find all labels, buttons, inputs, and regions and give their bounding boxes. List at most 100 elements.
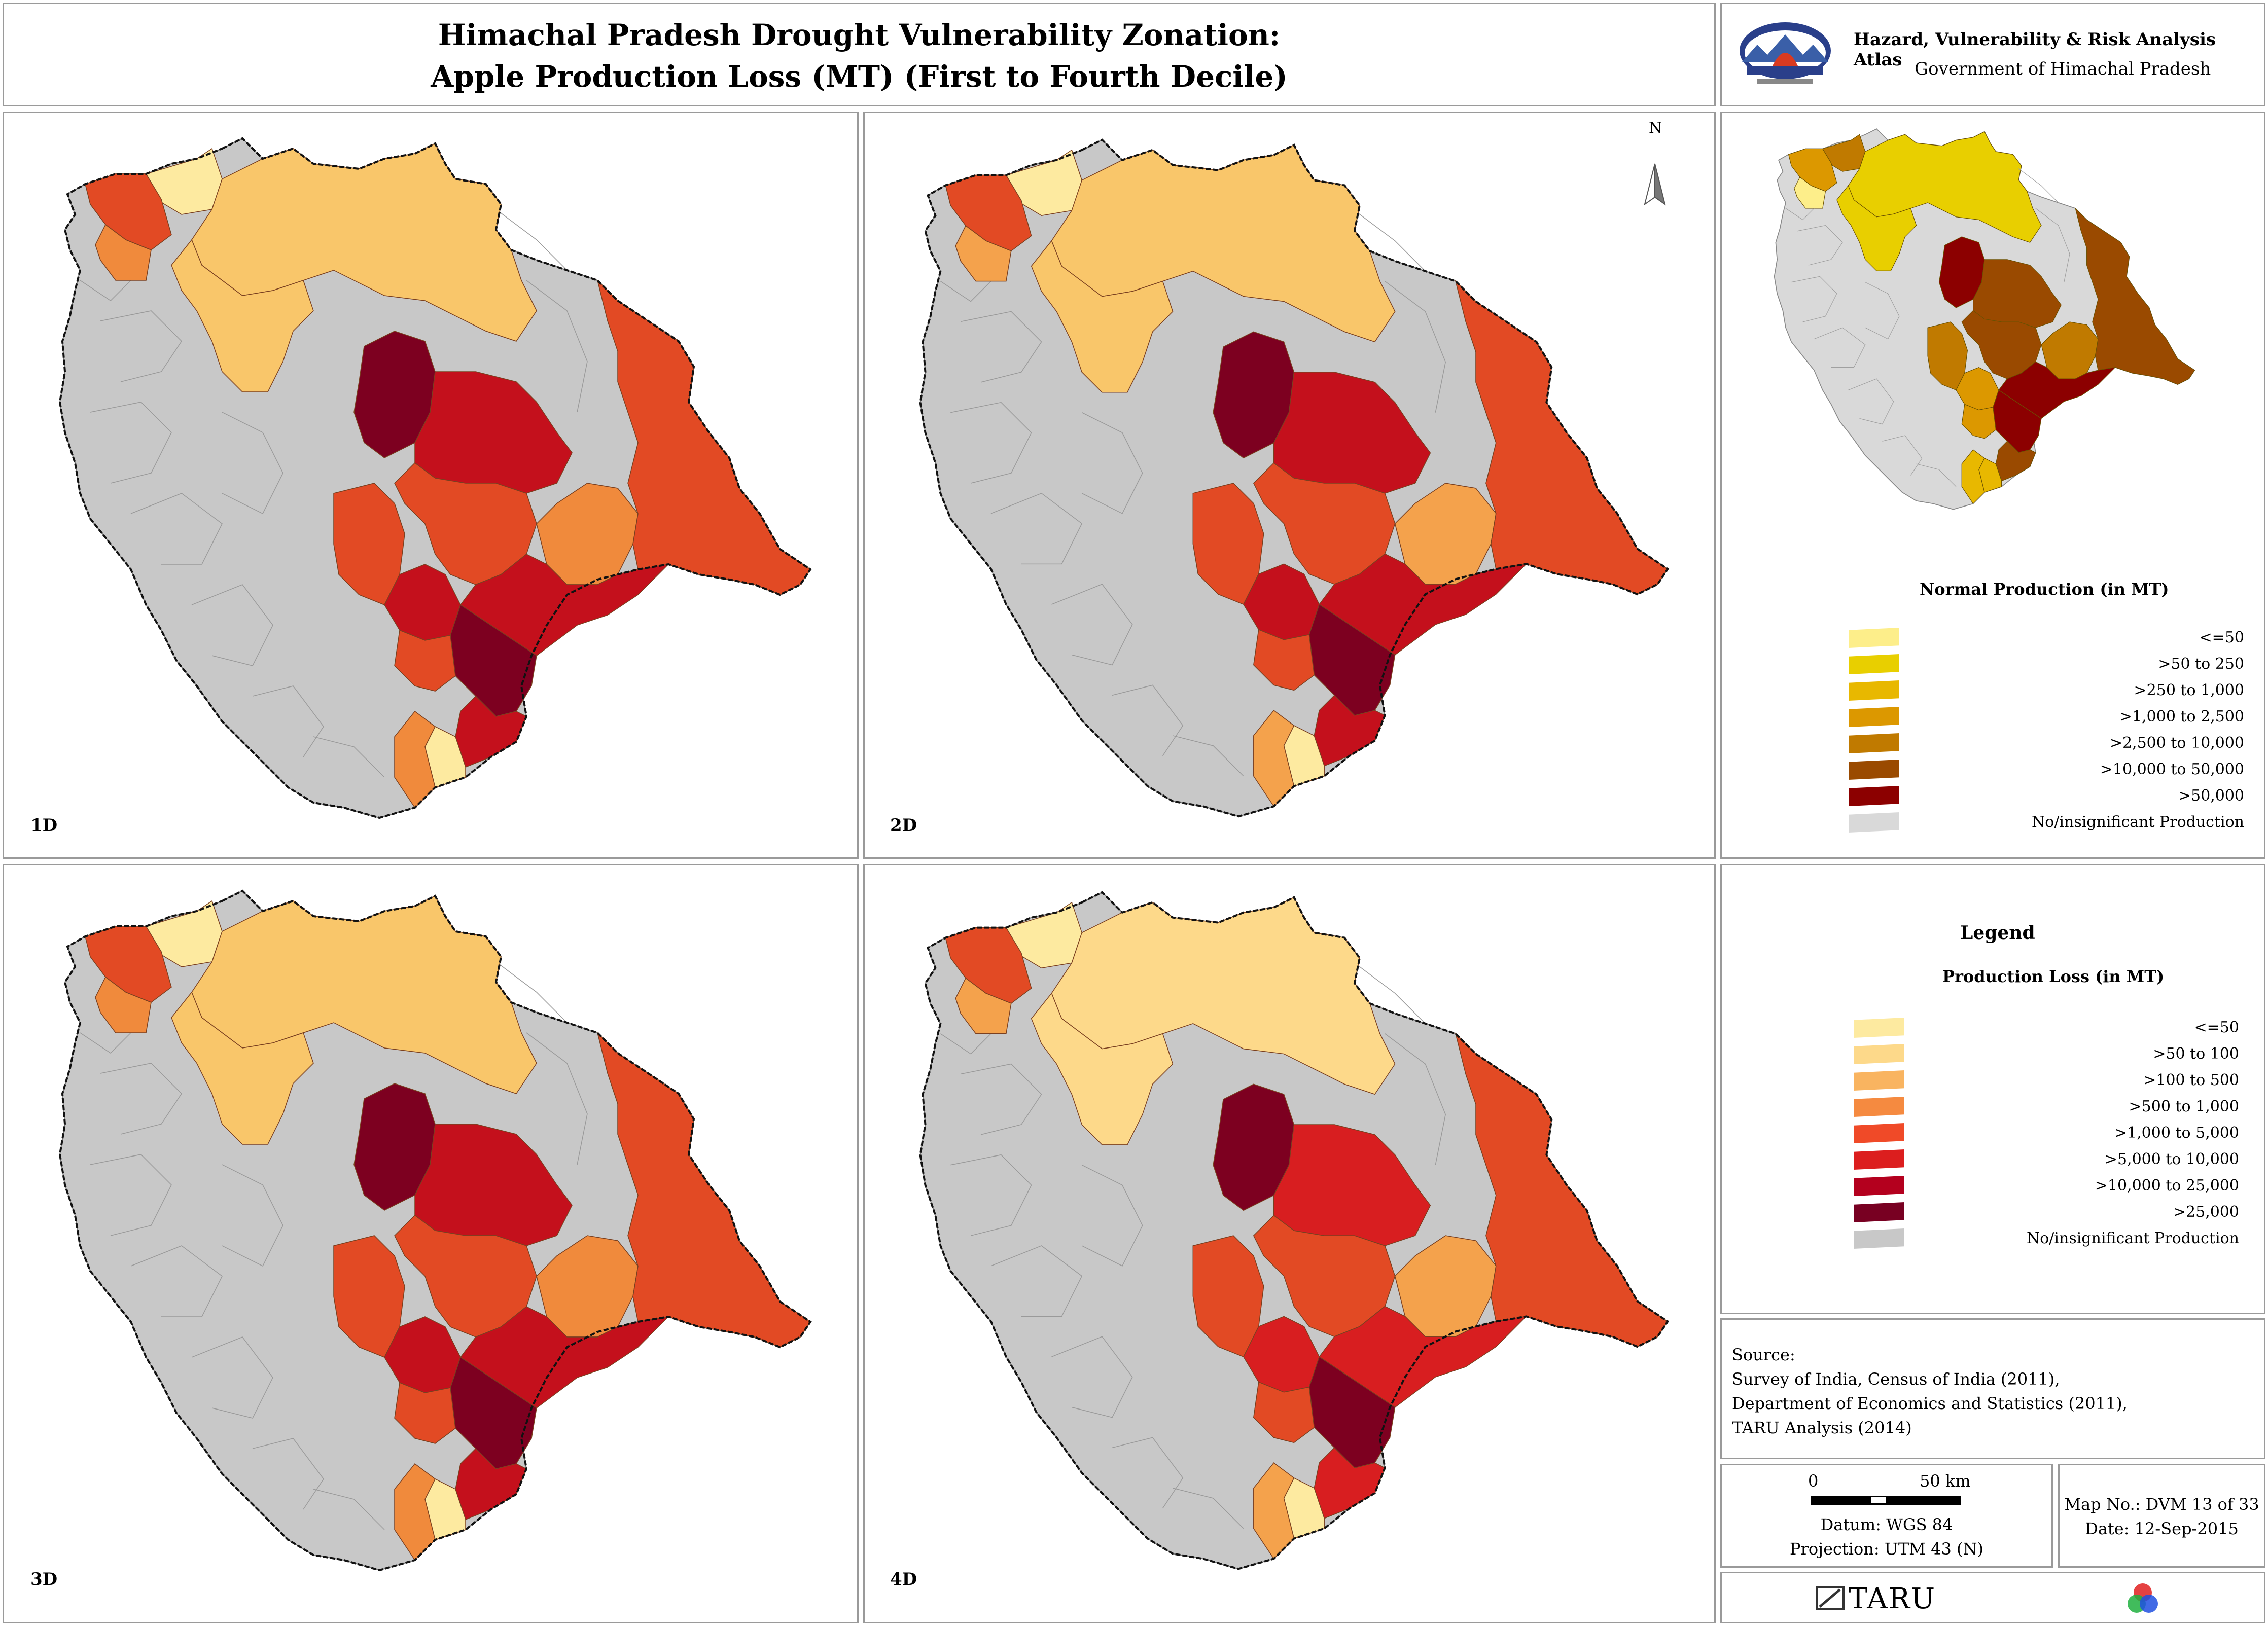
normal-district-region — [1998, 361, 2116, 419]
district-boundary — [526, 280, 588, 413]
legend-label: >500 to 1,000 — [2129, 1098, 2239, 1115]
district-boundary — [495, 209, 568, 271]
district-boundary — [1385, 1033, 1446, 1165]
district-boundary — [950, 402, 1032, 484]
legend-item: >50 to 250 — [1849, 654, 2244, 674]
map-date: Date: 12-Sep-2015 — [2085, 1519, 2239, 1538]
district-boundary — [940, 1033, 991, 1055]
normal-district-region — [1961, 449, 1985, 504]
district-boundary — [1112, 684, 1184, 756]
map-panel-3d: 3D — [3, 864, 859, 1623]
district-boundary — [100, 310, 182, 382]
legend-item: No/insignificant Production — [1849, 812, 2244, 833]
north-label: N — [1649, 119, 1662, 137]
legend-swatch — [1849, 680, 1899, 701]
normal-district-region — [1995, 441, 2036, 482]
district-map-3d — [58, 889, 812, 1572]
hp-government-emblem-icon — [1740, 22, 1831, 84]
district-boundary — [130, 1245, 223, 1317]
district-region — [171, 239, 314, 392]
district-boundary — [961, 1063, 1042, 1135]
map-panel-2d: 2D N — [863, 112, 1716, 859]
district-map-1d — [58, 137, 812, 819]
normal-district-boundary — [1865, 282, 1900, 340]
legend-item: >1,000 to 2,500 — [1849, 707, 2244, 727]
district-boundary — [90, 402, 172, 484]
legend-swatch — [1849, 628, 1899, 648]
legend-label: >100 to 500 — [2143, 1071, 2239, 1089]
legend-swatch — [1849, 707, 1899, 727]
district-boundary — [313, 736, 385, 778]
legend-item: <=50 — [1854, 1018, 2239, 1038]
normal-district-boundary — [1791, 276, 1837, 322]
legend-label: >10,000 to 50,000 — [2100, 761, 2244, 778]
district-region — [394, 1382, 456, 1444]
state-boundary — [919, 891, 1670, 1570]
legend-heading: Legend — [1960, 922, 2035, 944]
scale-panel: 0 50 km Datum: WGS 84 Projection: UTM 43… — [1720, 1464, 2053, 1568]
normal-production-panel: Normal Production (in MT) <=50 >50 to 250… — [1720, 112, 2265, 859]
district-boundary — [1112, 1437, 1184, 1509]
normal-district-boundary — [1848, 378, 1894, 425]
district-boundary — [990, 1245, 1083, 1317]
legend-label: >25,000 — [2173, 1203, 2239, 1221]
district-region — [1253, 1381, 1315, 1443]
district-region — [955, 225, 1012, 282]
normal-district-boundary — [1916, 463, 1957, 487]
legend-label: >50 to 100 — [2153, 1045, 2239, 1063]
district-group — [58, 137, 812, 819]
map-panel-1d: 1D — [3, 112, 859, 859]
north-arrow-icon — [1644, 163, 1666, 206]
district-boundary — [80, 1032, 131, 1054]
decile-label-4d: 4D — [890, 1569, 917, 1589]
footer-panel: TARU — [1720, 1572, 2265, 1623]
government-name: Government of Himachal Pradesh — [1915, 59, 2211, 79]
legend-swatch — [1854, 1202, 1904, 1222]
district-region — [1253, 1462, 1295, 1560]
source-line-1: Survey of India, Census of India (2011), — [1732, 1369, 2060, 1389]
district-region — [394, 629, 456, 692]
legend-item: >5,000 to 10,000 — [1854, 1149, 2239, 1170]
district-region — [596, 279, 811, 595]
legend-label: <=50 — [2194, 1019, 2239, 1036]
district-boundary — [961, 311, 1042, 383]
legend-label: >10,000 to 25,000 — [2095, 1177, 2239, 1195]
page-title-line1: Himachal Pradesh Drought Vulnerability Z… — [438, 18, 1281, 52]
map-info-panel: Map No.: DVM 13 of 33 Date: 12-Sep-2015 — [2058, 1464, 2265, 1568]
scale-zero: 0 — [1808, 1471, 1819, 1491]
legend-label: >50,000 — [2178, 787, 2244, 805]
legend-item: >50 to 100 — [1854, 1044, 2239, 1064]
legend-item: >500 to 1,000 — [1854, 1097, 2239, 1117]
district-region — [955, 978, 1012, 1034]
legend-item: <=50 — [1849, 628, 2244, 648]
legend-label: >2,500 to 10,000 — [2109, 734, 2244, 752]
district-boundary — [100, 1063, 182, 1135]
legend-label: No/insignificant Production — [2026, 1230, 2239, 1247]
map-panel-4d: 4D — [863, 864, 1716, 1623]
district-map-2d — [919, 138, 1670, 818]
normal-district-region — [2075, 207, 2195, 385]
source-panel: Source: Survey of India, Census of India… — [1720, 1318, 2265, 1459]
legend-swatch — [1849, 812, 1899, 833]
legend-item: No/insignificant Production — [1854, 1228, 2239, 1249]
production-loss-legend: <=50 >50 to 100 >100 to 500 >500 to 1,000 >1… — [1854, 1018, 2239, 1261]
decile-label-2d: 2D — [890, 815, 917, 836]
source-heading: Source: — [1732, 1345, 1795, 1364]
legend-label: <=50 — [2199, 629, 2244, 646]
normal-district-boundary — [2035, 208, 2070, 282]
legend-swatch — [1854, 1149, 1904, 1170]
legend-label: >1,000 to 2,500 — [2119, 708, 2244, 726]
normal-district-boundary — [2018, 168, 2059, 203]
rgb-circles-logo-icon — [2128, 1583, 2158, 1613]
legend-swatch — [1854, 1044, 1904, 1064]
legend-item: >1,000 to 5,000 — [1854, 1123, 2239, 1143]
district-region — [394, 710, 436, 809]
state-boundary — [58, 889, 812, 1572]
source-line-3: TARU Analysis (2014) — [1732, 1418, 1912, 1437]
taru-logo-icon — [1816, 1586, 1845, 1610]
district-boundary — [252, 1438, 324, 1510]
legend-swatch — [1854, 1228, 1904, 1249]
legend-swatch — [1849, 654, 1899, 674]
legend-label: >5,000 to 10,000 — [2104, 1150, 2239, 1168]
district-region — [596, 1031, 811, 1348]
